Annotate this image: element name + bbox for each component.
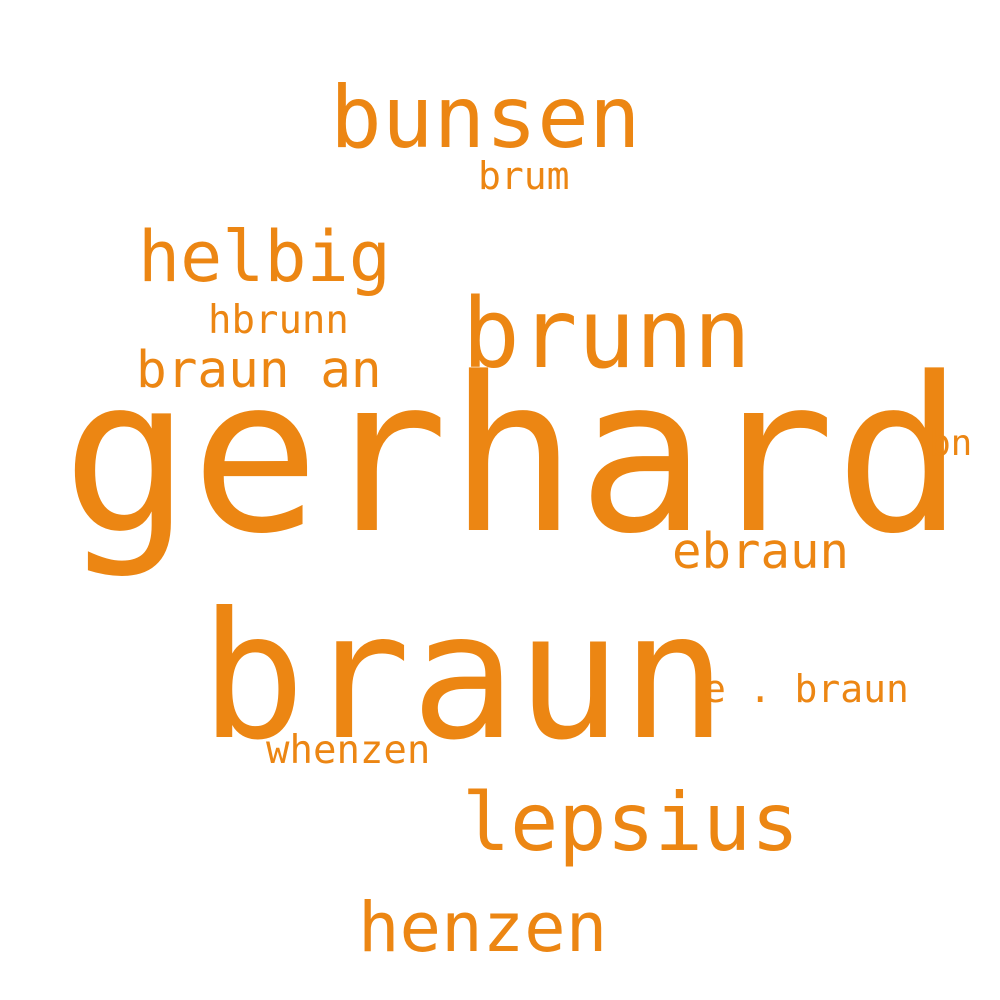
word-e-braun: e . braun [703,667,909,711]
word-braun-an: braun an [136,341,382,400]
word-gerhard: gerhard [62,332,964,581]
word-brum: brum [478,154,570,198]
word-henzen: henzen [358,888,608,968]
word-braun: braun [200,576,727,779]
word-bunsen: bunsen [330,68,641,168]
word-whenzen: whenzen [266,728,431,773]
word-ebraun: ebraun [672,523,850,580]
word-brunn: brunn [462,278,751,390]
word-hbrunn: hbrunn [208,298,349,343]
word-bn: bn [929,423,973,464]
word-helbig: helbig [138,216,391,298]
word-lepsius: lepsius [462,776,800,869]
